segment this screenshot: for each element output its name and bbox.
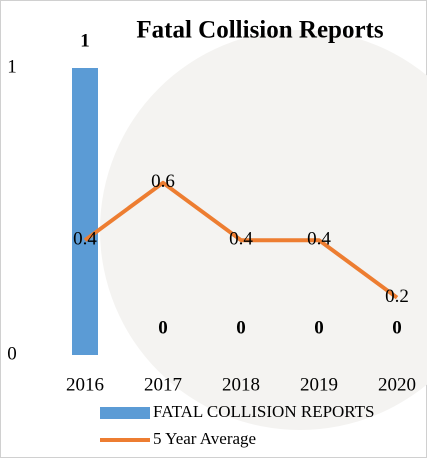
- bar-value-label: 0: [392, 317, 402, 338]
- line: [83, 180, 399, 300]
- y-tick-label: 1: [7, 56, 17, 77]
- background-emblem: [100, 30, 427, 430]
- legend-label: FATAL COLLISION REPORTS: [153, 402, 374, 421]
- line-value-label: 0.4: [307, 229, 331, 250]
- bar-value-label: 0: [314, 317, 324, 338]
- line-value-label: 0.6: [151, 171, 175, 192]
- line-value-label: 0.2: [385, 286, 409, 307]
- x-tick-label: 2019: [300, 374, 338, 395]
- chart-title: Fatal Collision Reports: [136, 17, 383, 44]
- y-tick-label: 0: [7, 343, 17, 364]
- line-value-label: 0.4: [73, 229, 97, 250]
- x-tick-label: 2018: [222, 374, 260, 395]
- legend-label: 5 Year Average: [153, 429, 256, 448]
- x-tick-label: 2016: [66, 374, 104, 395]
- bar-value-label: 1: [80, 30, 90, 51]
- bar: [72, 68, 98, 355]
- legend-swatch: [100, 407, 150, 419]
- line-value-label: 0.4: [229, 229, 253, 250]
- bar-value-label: 0: [236, 317, 246, 338]
- bar-value-label: 0: [158, 317, 168, 338]
- x-tick-label: 2017: [144, 374, 182, 395]
- x-tick-label: 2020: [378, 374, 416, 395]
